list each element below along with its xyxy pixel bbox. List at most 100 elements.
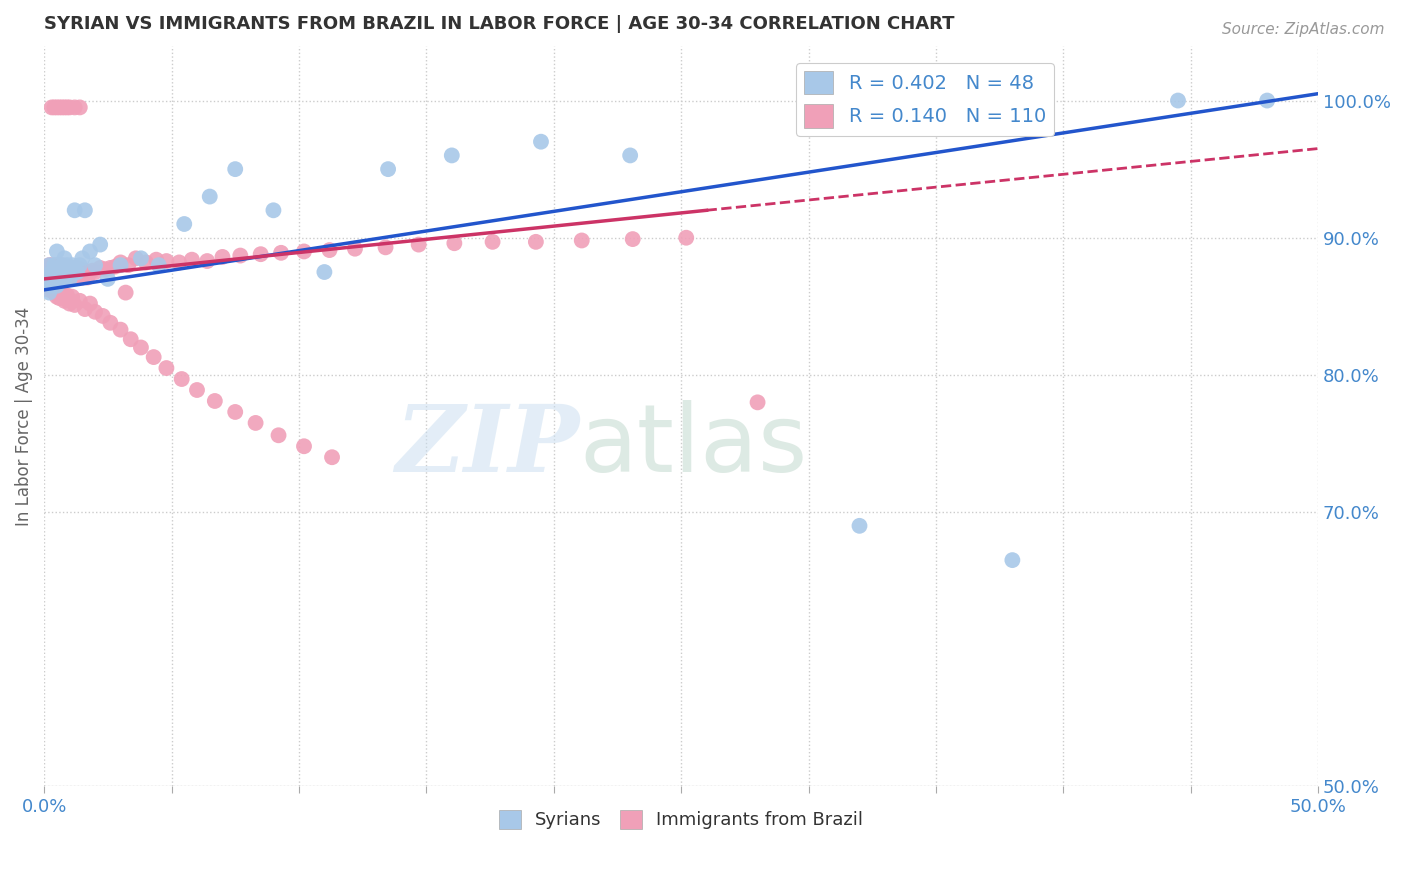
Point: [51, 258, 73, 272]
Point: [56, 288, 79, 302]
Point: [292, 439, 315, 453]
Point: [73, 301, 96, 316]
Point: [41, 283, 63, 297]
Point: [41, 265, 63, 279]
Point: [377, 162, 399, 177]
Point: [481, 235, 503, 249]
Point: [41, 265, 63, 279]
Point: [38, 258, 60, 272]
Point: [58, 260, 80, 275]
Point: [38, 275, 60, 289]
Point: [170, 372, 193, 386]
Point: [97, 272, 120, 286]
Point: [180, 252, 202, 267]
Point: [60, 258, 83, 272]
Point: [56, 268, 79, 282]
Point: [167, 255, 190, 269]
Point: [51, 100, 73, 114]
Point: [91, 309, 114, 323]
Point: [69, 258, 91, 272]
Point: [224, 162, 246, 177]
Point: [270, 245, 292, 260]
Point: [48, 267, 70, 281]
Point: [321, 450, 343, 465]
Point: [1001, 553, 1024, 567]
Point: [204, 394, 226, 409]
Point: [675, 231, 697, 245]
Point: [129, 341, 152, 355]
Text: ZIP: ZIP: [395, 401, 579, 491]
Point: [45, 244, 67, 259]
Point: [60, 268, 83, 282]
Point: [155, 361, 177, 376]
Point: [45, 272, 67, 286]
Point: [53, 272, 76, 286]
Point: [44, 268, 66, 282]
Point: [186, 383, 208, 397]
Point: [195, 254, 218, 268]
Point: [173, 217, 195, 231]
Point: [110, 258, 132, 272]
Point: [69, 293, 91, 308]
Point: [104, 260, 127, 274]
Point: [53, 252, 76, 266]
Point: [51, 285, 73, 300]
Point: [41, 272, 63, 286]
Point: [1256, 94, 1278, 108]
Point: [45, 258, 67, 272]
Point: [73, 263, 96, 277]
Point: [66, 265, 89, 279]
Point: [524, 235, 547, 249]
Point: [58, 265, 80, 279]
Point: [848, 518, 870, 533]
Point: [125, 252, 148, 266]
Point: [44, 278, 66, 293]
Point: [44, 285, 66, 300]
Point: [60, 290, 83, 304]
Point: [72, 263, 94, 277]
Point: [51, 258, 73, 272]
Point: [63, 203, 86, 218]
Point: [35, 278, 58, 293]
Point: [79, 265, 101, 279]
Point: [530, 135, 553, 149]
Point: [38, 258, 60, 272]
Point: [98, 316, 121, 330]
Point: [63, 298, 86, 312]
Legend: Syrians, Immigrants from Brazil: Syrians, Immigrants from Brazil: [492, 803, 870, 837]
Point: [198, 189, 221, 203]
Point: [53, 267, 76, 281]
Point: [619, 148, 641, 162]
Point: [58, 296, 80, 310]
Point: [408, 237, 430, 252]
Point: [45, 281, 67, 295]
Point: [41, 258, 63, 272]
Point: [72, 252, 94, 266]
Point: [38, 265, 60, 279]
Point: [443, 236, 465, 251]
Point: [60, 260, 83, 275]
Point: [84, 305, 107, 319]
Point: [211, 250, 233, 264]
Point: [292, 244, 315, 259]
Point: [110, 323, 132, 337]
Point: [142, 350, 165, 364]
Point: [110, 255, 132, 269]
Point: [267, 428, 290, 442]
Point: [58, 272, 80, 286]
Point: [84, 258, 107, 272]
Point: [53, 100, 76, 114]
Point: [82, 263, 104, 277]
Point: [1167, 94, 1189, 108]
Point: [79, 296, 101, 310]
Point: [84, 265, 107, 279]
Point: [45, 290, 67, 304]
Point: [56, 260, 79, 274]
Point: [343, 242, 366, 256]
Point: [69, 262, 91, 277]
Point: [63, 100, 86, 114]
Text: atlas: atlas: [579, 400, 807, 491]
Point: [45, 278, 67, 293]
Point: [318, 243, 340, 257]
Point: [89, 260, 111, 275]
